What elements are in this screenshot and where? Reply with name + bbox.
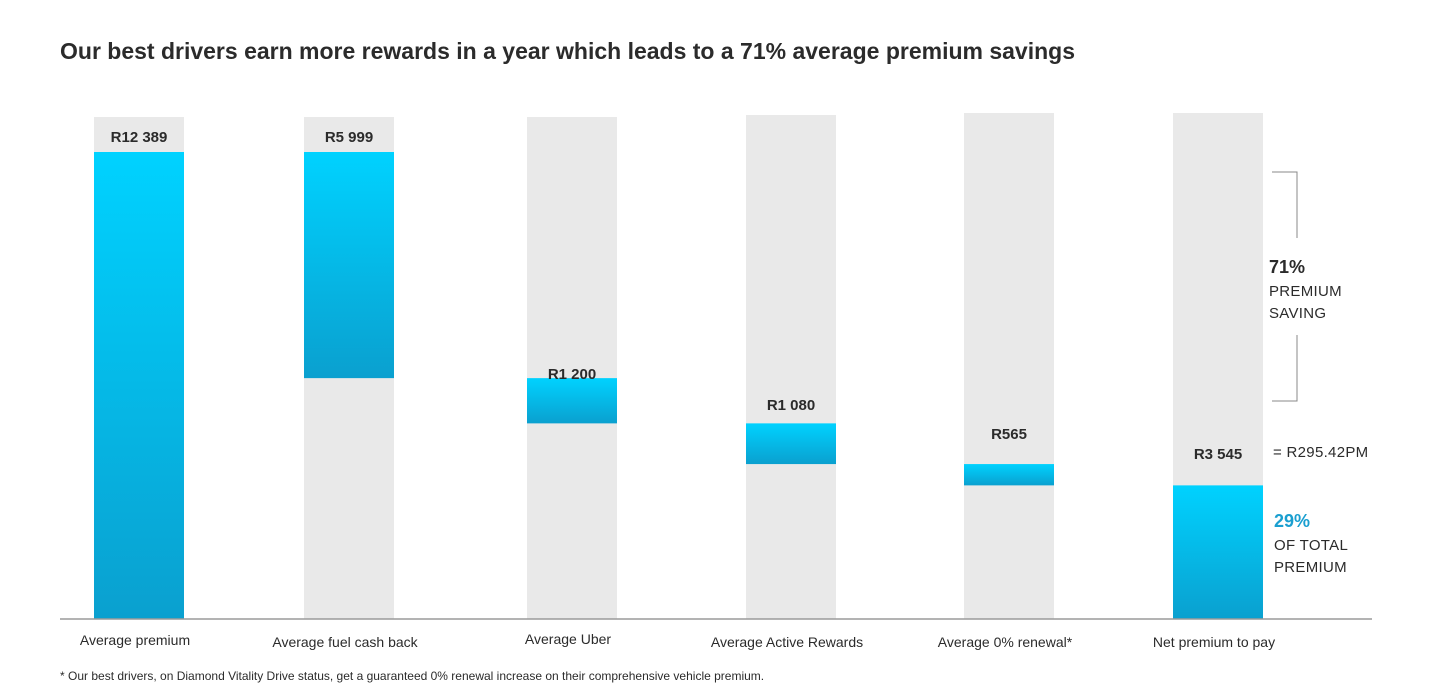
value-label: R565 (991, 426, 1027, 443)
bar (746, 423, 836, 465)
category-label: Average premium (80, 632, 190, 648)
bar-track (964, 113, 1054, 619)
value-label: R3 545 (1194, 446, 1242, 463)
bar (964, 464, 1054, 486)
bar (527, 378, 617, 424)
monthly-premium: = R295.42PM (1273, 444, 1369, 461)
bars (94, 152, 1263, 619)
saving-bracket-bottom (1272, 335, 1298, 402)
value-label: R1 080 (767, 397, 815, 414)
category-label: Net premium to pay (1153, 634, 1275, 650)
saving-percent: 71% (1269, 257, 1306, 277)
category-labels: Average premium Average fuel cash back Ave… (80, 631, 1275, 650)
bar-track (527, 117, 617, 619)
saving-label-line2: SAVING (1269, 305, 1327, 322)
footnote: * Our best drivers, on Diamond Vitality … (60, 669, 765, 683)
saving-bracket-top (1272, 171, 1298, 238)
value-label: R5 999 (325, 129, 373, 146)
total-percent: 29% (1274, 511, 1311, 531)
total-label-line1: OF TOTAL (1274, 537, 1349, 554)
value-label: R12 389 (111, 129, 168, 146)
value-label: R1 200 (548, 366, 596, 383)
category-label: Average Uber (525, 631, 611, 647)
category-label: Average 0% renewal* (938, 634, 1073, 650)
chart-title: Our best drivers earn more rewards in a … (60, 38, 1075, 64)
bar (94, 152, 184, 619)
bar (1173, 485, 1263, 619)
bar (304, 152, 394, 379)
saving-label-line1: PREMIUM (1269, 283, 1342, 300)
bar-tracks (94, 113, 1263, 619)
category-label: Average Active Rewards (711, 634, 863, 650)
value-labels: R12 389 R5 999 R1 200 R1 080 R565 R3 545 (111, 129, 1243, 463)
total-label-line2: PREMIUM (1274, 559, 1347, 576)
bar-track (746, 115, 836, 619)
category-label: Average fuel cash back (272, 634, 418, 650)
